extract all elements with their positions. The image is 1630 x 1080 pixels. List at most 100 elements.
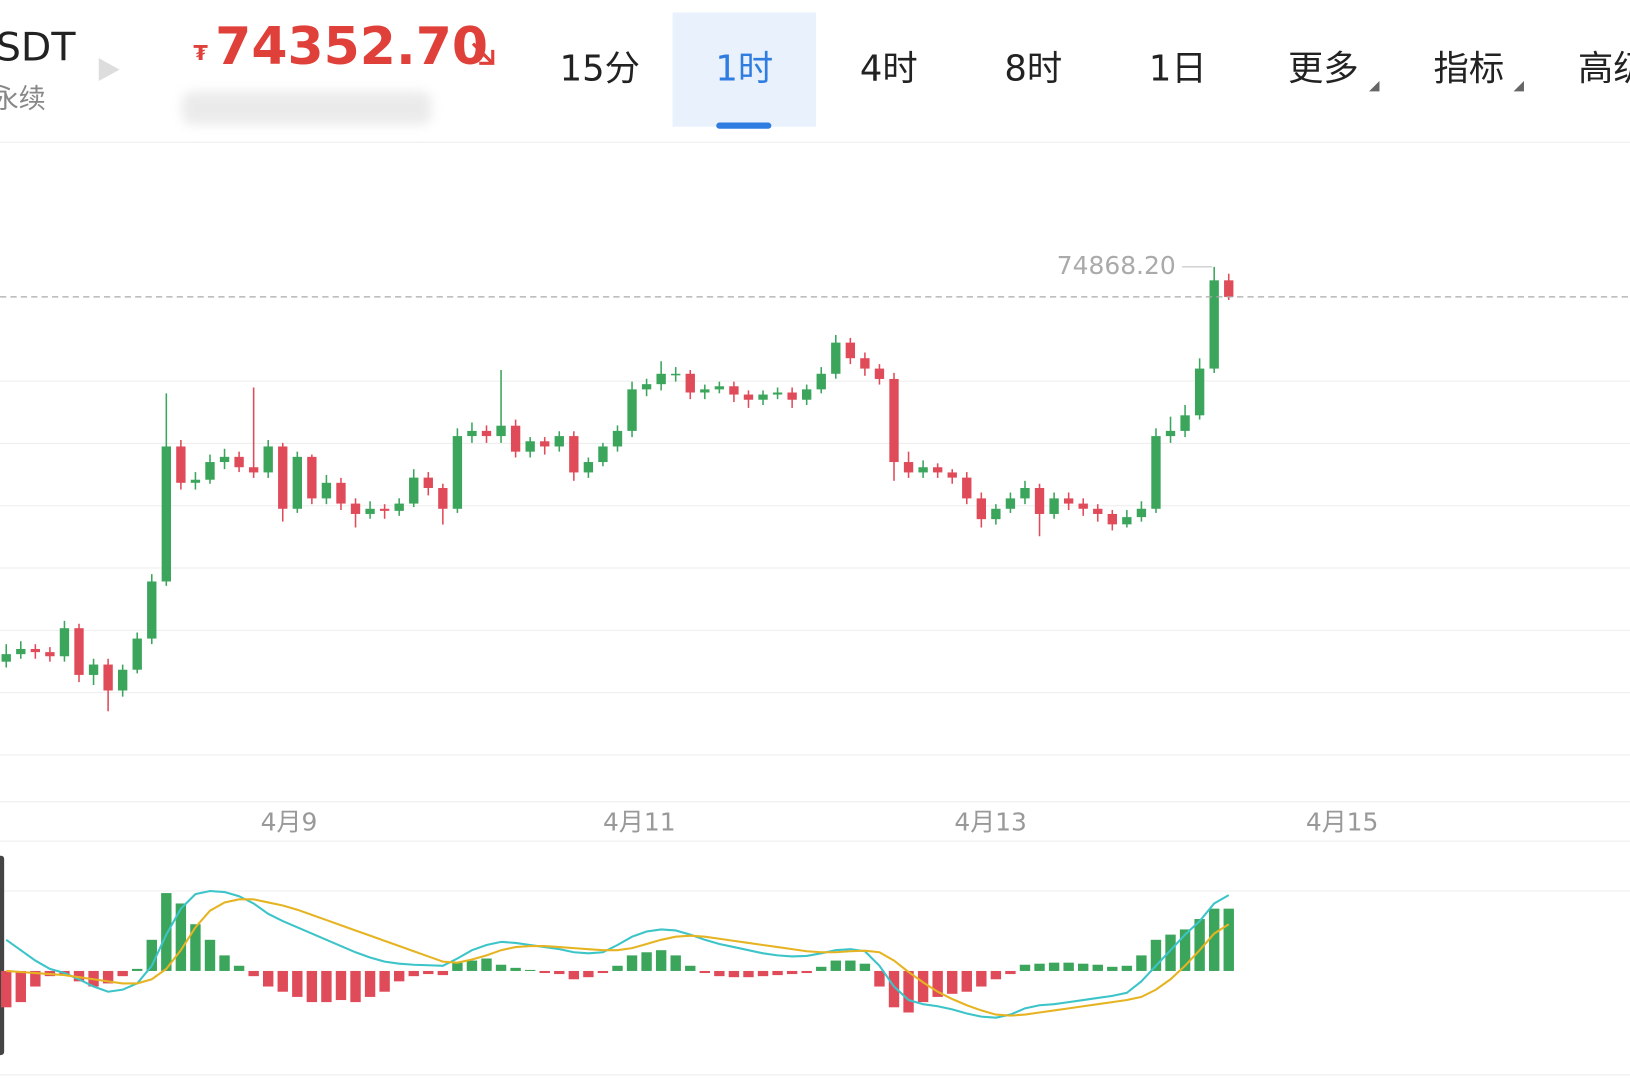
macd-bar [292, 970, 303, 997]
candle-body [438, 488, 448, 509]
active-tab-indicator [716, 122, 772, 129]
timeframe-tab[interactable]: 1日 [1149, 49, 1207, 90]
candle-body [743, 394, 754, 400]
macd-bar [1034, 963, 1045, 971]
candle-body [379, 508, 390, 511]
macd-bar [714, 970, 725, 977]
candle-body [248, 467, 259, 473]
expand-icon[interactable] [98, 58, 120, 81]
macd-bar [495, 964, 507, 971]
macd-bar [786, 970, 798, 975]
macd-bar [1165, 934, 1176, 971]
macd-bar [102, 970, 114, 984]
candle-body [1122, 517, 1132, 525]
down-arrow-icon [471, 42, 495, 65]
macd-bar [190, 924, 201, 971]
candle-body [714, 386, 725, 390]
candle-body [1224, 280, 1234, 297]
macd-bar [1179, 929, 1191, 971]
active-tab-bg [672, 12, 817, 127]
candle-body [758, 394, 768, 400]
candle-body [598, 446, 608, 463]
candle-body [1005, 498, 1016, 509]
candle-body [903, 462, 914, 473]
candle-body [1078, 503, 1088, 509]
macd-bar [1092, 964, 1103, 971]
macd-bar [364, 970, 376, 997]
timeframe-tab[interactable]: 1时 [715, 49, 773, 90]
candle-body [321, 482, 332, 499]
timeframe-tab[interactable]: 指标 [1434, 49, 1505, 90]
macd-bar [1063, 962, 1074, 971]
macd-bar [801, 970, 812, 974]
candle-body [525, 441, 535, 452]
macd-bar [117, 970, 128, 977]
macd-bar [277, 970, 288, 992]
candle-body [976, 498, 987, 520]
macd-bar [30, 970, 41, 987]
timeframe-tab[interactable]: 更多 [1288, 49, 1359, 90]
candle-body [307, 456, 317, 499]
timeframe-tab[interactable]: 8时 [1004, 49, 1062, 90]
candle-body [583, 462, 594, 473]
macd-bar [1194, 919, 1205, 971]
candle-body [103, 664, 113, 691]
candle-body [860, 358, 870, 369]
timeframe-tab[interactable]: 15分 [560, 49, 640, 90]
candle-body [30, 648, 41, 653]
macd-bar [859, 963, 871, 971]
candle-body [816, 373, 826, 390]
candle-body [161, 446, 172, 582]
macd-dif-line [5, 889, 1230, 1019]
macd-bar [481, 958, 492, 971]
candle-body [350, 503, 361, 514]
macd-bar [699, 970, 711, 974]
candle-body [889, 378, 899, 463]
candle-body [74, 628, 84, 675]
candle-body [59, 628, 70, 657]
currency-symbol: ₮ [193, 41, 208, 65]
macd-bar [554, 970, 565, 975]
macd-bar [1121, 965, 1133, 971]
macd-bar [917, 970, 929, 1003]
candle-body [540, 441, 550, 447]
macd-bar [132, 968, 143, 971]
plot: 74868.20 4月9 4月11 4月13 4月15 [0, 251, 1630, 1019]
macd-bar [830, 960, 841, 971]
candle-body [394, 503, 404, 511]
candle-body [45, 652, 55, 657]
candle-body [190, 479, 201, 483]
candle-body [234, 456, 244, 468]
timeframe-tab[interactable]: 高级 [1578, 49, 1630, 90]
macd-bar [452, 962, 463, 971]
macd-bar [976, 970, 987, 987]
timeframe-tab[interactable]: 4时 [860, 49, 918, 90]
candle-body [831, 342, 841, 374]
candle-body [772, 392, 783, 395]
macd-bar [437, 970, 449, 976]
macd-bar [757, 970, 769, 977]
candle-body [1093, 508, 1103, 514]
symbol[interactable]: SDT [0, 24, 76, 70]
candle-body [336, 482, 346, 504]
candle-body [918, 467, 928, 473]
macd-bar [1150, 939, 1162, 971]
scroll-handle[interactable] [0, 855, 5, 1056]
candle-body [176, 446, 186, 483]
macd-bar [1107, 966, 1118, 971]
macd-bar [743, 970, 754, 978]
candle-body [496, 425, 506, 437]
macd-bar [466, 960, 478, 971]
candle-body [700, 389, 710, 393]
candle-body [685, 373, 695, 393]
macd-bar [524, 969, 536, 971]
contract-type: 永续 [0, 84, 46, 115]
candle-body [656, 373, 666, 385]
macd-bar [263, 970, 274, 987]
macd-bar [990, 970, 1002, 980]
macd-bar [350, 970, 361, 1003]
candle-body [1165, 430, 1176, 437]
candle-body [1063, 498, 1074, 504]
macd-bar [1048, 962, 1060, 971]
